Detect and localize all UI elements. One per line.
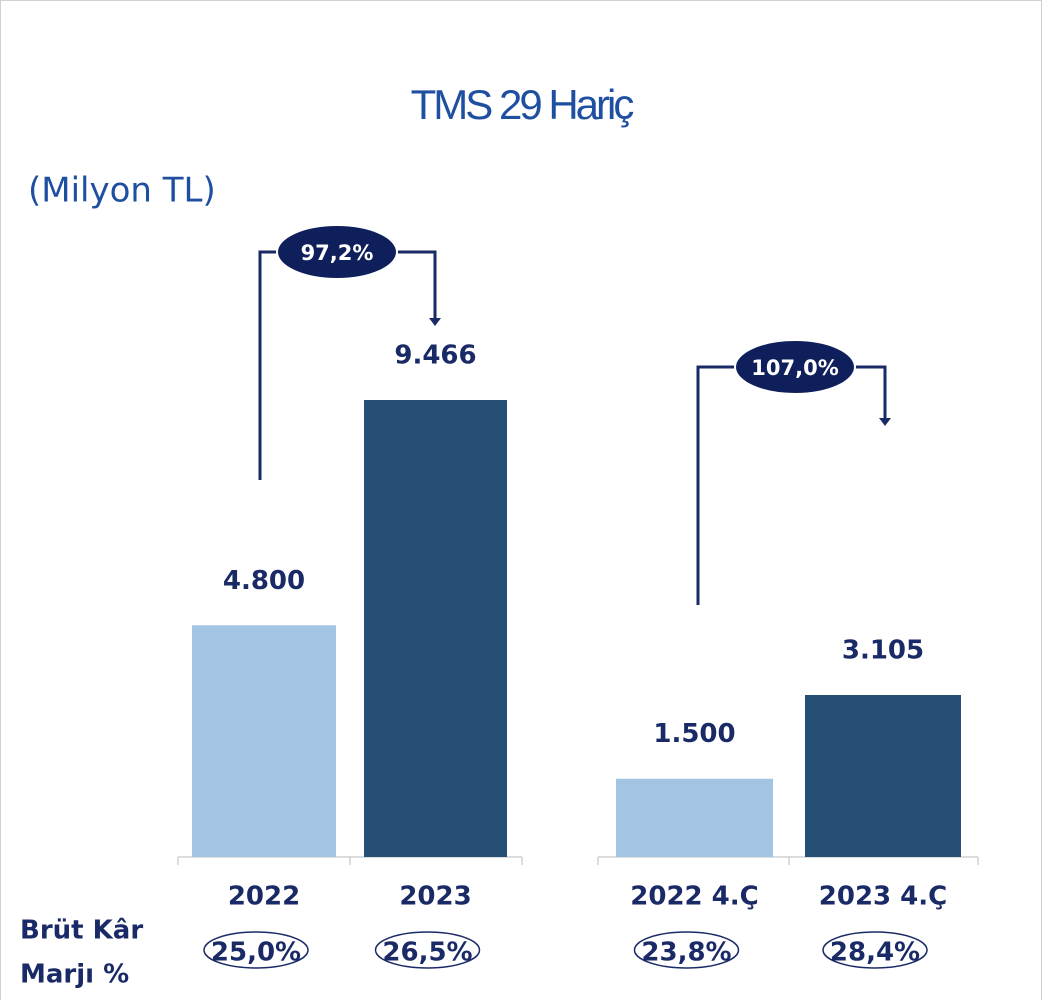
value-label: 9.466 bbox=[394, 341, 476, 371]
x-tick-label: 2023 bbox=[399, 882, 471, 912]
x-tick-label: 2022 bbox=[228, 882, 300, 912]
bar bbox=[364, 400, 507, 857]
margin-oval bbox=[203, 931, 309, 969]
margin-value: 26,5% bbox=[382, 938, 472, 968]
bar bbox=[192, 625, 336, 857]
growth-label: 97,2% bbox=[301, 241, 374, 265]
margin-label: Marjı % bbox=[20, 960, 129, 990]
x-tick-label: 2022 4.Ç bbox=[630, 882, 758, 912]
margin-value: 23,8% bbox=[641, 938, 731, 968]
arrow-head bbox=[879, 418, 891, 426]
margin-value: 28,4% bbox=[830, 938, 920, 968]
x-tick-label: 2023 4.Ç bbox=[819, 882, 947, 912]
bar bbox=[616, 778, 773, 857]
margin-value: 25,0% bbox=[211, 938, 301, 968]
growth-label: 107,0% bbox=[751, 356, 838, 380]
growth-badge bbox=[734, 339, 856, 395]
margin-label: Brüt Kâr bbox=[20, 916, 143, 946]
unit: (Milyon TL) bbox=[28, 171, 216, 211]
value-label: 4.800 bbox=[223, 566, 305, 596]
margin-oval bbox=[822, 931, 928, 969]
value-label: 1.500 bbox=[653, 719, 735, 749]
margin-oval bbox=[633, 931, 740, 969]
margin-oval bbox=[374, 931, 481, 969]
title: TMS 29 Hariç bbox=[411, 81, 634, 128]
growth-badge bbox=[276, 224, 398, 280]
growth-arrow bbox=[696, 365, 887, 605]
arrow-head bbox=[429, 318, 441, 326]
value-label: 3.105 bbox=[842, 636, 924, 666]
bar bbox=[805, 695, 961, 857]
